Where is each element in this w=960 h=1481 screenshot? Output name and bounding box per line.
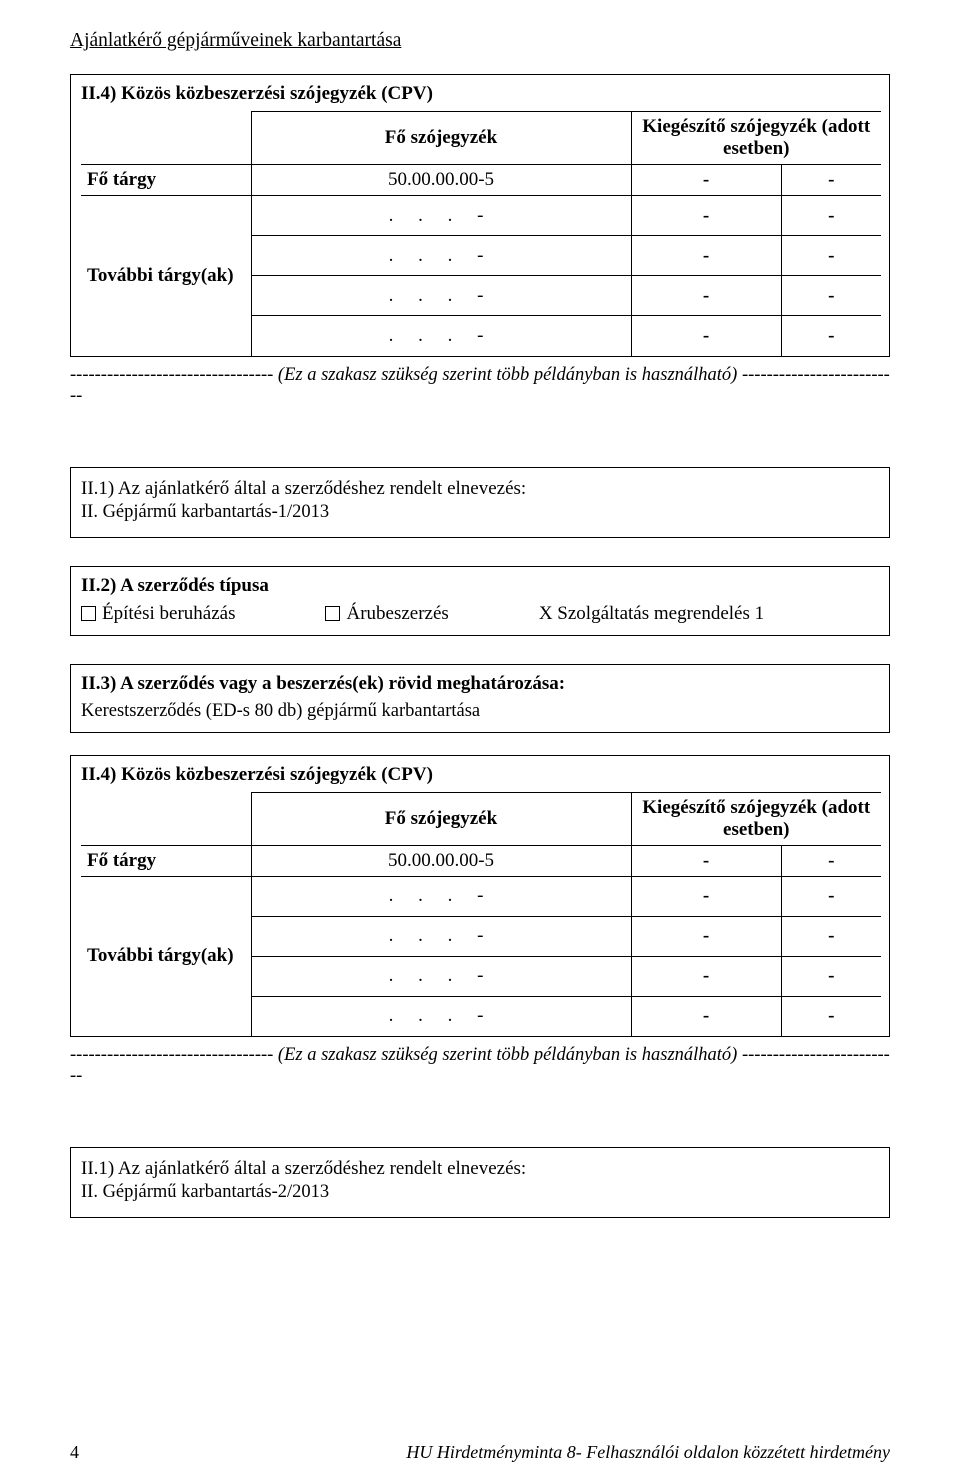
main-code: 50.00.00.00-5 bbox=[251, 165, 631, 196]
cpv-section-2: II.4) Közös közbeszerzési szójegyzék (CP… bbox=[70, 755, 890, 1038]
supp-header: Kiegészítő szójegyzék (adott esetben) bbox=[631, 792, 881, 845]
dash-cell: - bbox=[781, 876, 881, 916]
main-header: Fő szójegyzék bbox=[251, 112, 631, 165]
main-subject-label: Fő tárgy bbox=[81, 845, 251, 876]
short-desc-title: II.3) A szerződés vagy a beszerzés(ek) r… bbox=[81, 673, 879, 695]
main-subject-label: Fő tárgy bbox=[81, 165, 251, 196]
contract-name2-line2: II. Gépjármű karbantartás-2/2013 bbox=[81, 1182, 879, 1203]
cpv-table-1: Fő szójegyzék Kiegészítő szójegyzék (ado… bbox=[81, 111, 881, 356]
dash-cell: - bbox=[781, 196, 881, 236]
dots-cell: . . . - bbox=[251, 316, 631, 356]
cpv-title: II.4) Közös közbeszerzési szójegyzék (CP… bbox=[81, 83, 879, 105]
dots-cell: . . . - bbox=[251, 996, 631, 1036]
dash-cell: - bbox=[781, 276, 881, 316]
cpv-title-2: II.4) Közös közbeszerzési szójegyzék (CP… bbox=[81, 764, 879, 786]
separator-note-1: --------------------------------- (Ez a … bbox=[70, 365, 890, 407]
contract-type-title: II.2) A szerződés típusa bbox=[81, 575, 879, 597]
dash-cell: - bbox=[631, 845, 781, 876]
supp-header: Kiegészítő szójegyzék (adott esetben) bbox=[631, 112, 881, 165]
dash-cell: - bbox=[781, 316, 881, 356]
dots-cell: . . . - bbox=[251, 236, 631, 276]
dots-cell: . . . - bbox=[251, 876, 631, 916]
contract-name-1: II.1) Az ajánlatkérő által a szerződéshe… bbox=[70, 467, 890, 538]
footer-right: HU Hirdetményminta 8- Felhasználói oldal… bbox=[406, 1442, 890, 1463]
opt-construction: Építési beruházás bbox=[81, 603, 235, 625]
dash-cell: - bbox=[631, 916, 781, 956]
dash-cell: - bbox=[781, 996, 881, 1036]
page-number: 4 bbox=[70, 1442, 79, 1463]
short-desc-box: II.3) A szerződés vagy a beszerzés(ek) r… bbox=[70, 664, 890, 733]
dash-cell: - bbox=[631, 165, 781, 196]
dash-cell: - bbox=[631, 956, 781, 996]
cpv-table-2: Fő szójegyzék Kiegészítő szójegyzék (ado… bbox=[81, 792, 881, 1037]
cpv-section-1: II.4) Közös közbeszerzési szójegyzék (CP… bbox=[70, 74, 890, 357]
main-code: 50.00.00.00-5 bbox=[251, 845, 631, 876]
contract-name-line2: II. Gépjármű karbantartás-1/2013 bbox=[81, 502, 879, 523]
more-subjects-label: További tárgy(ak) bbox=[81, 876, 251, 1036]
more-subjects-label: További tárgy(ak) bbox=[81, 196, 251, 356]
footer: 4 HU Hirdetményminta 8- Felhasználói old… bbox=[70, 1442, 890, 1463]
page-title: Ajánlatkérő gépjárműveinek karbantartása bbox=[70, 30, 890, 52]
dash-cell: - bbox=[631, 996, 781, 1036]
checkbox-icon bbox=[325, 606, 340, 621]
contract-name-line1: II.1) Az ajánlatkérő által a szerződéshe… bbox=[81, 478, 879, 500]
separator-note-2: --------------------------------- (Ez a … bbox=[70, 1045, 890, 1087]
short-desc-body: Kerestszerződés (ED-s 80 db) gépjármű ka… bbox=[81, 701, 879, 722]
opt-goods-label: Árubeszerzés bbox=[346, 603, 448, 624]
dash-cell: - bbox=[631, 236, 781, 276]
dots-cell: . . . - bbox=[251, 956, 631, 996]
dash-cell: - bbox=[781, 916, 881, 956]
dots-cell: . . . - bbox=[251, 276, 631, 316]
dots-cell: . . . - bbox=[251, 916, 631, 956]
dash-cell: - bbox=[781, 845, 881, 876]
dash-cell: - bbox=[631, 276, 781, 316]
opt-goods: Árubeszerzés bbox=[325, 603, 448, 625]
dash-cell: - bbox=[631, 196, 781, 236]
opt-service: X Szolgáltatás megrendelés 1 bbox=[539, 603, 764, 625]
opt-construction-label: Építési beruházás bbox=[102, 603, 235, 624]
dash-cell: - bbox=[631, 316, 781, 356]
contract-name2-line1: II.1) Az ajánlatkérő által a szerződéshe… bbox=[81, 1158, 879, 1180]
dash-cell: - bbox=[781, 956, 881, 996]
main-header: Fő szójegyzék bbox=[251, 792, 631, 845]
dash-cell: - bbox=[631, 876, 781, 916]
contract-name-2: II.1) Az ajánlatkérő által a szerződéshe… bbox=[70, 1147, 890, 1218]
dash-cell: - bbox=[781, 165, 881, 196]
dots-cell: . . . - bbox=[251, 196, 631, 236]
dash-cell: - bbox=[781, 236, 881, 276]
checkbox-icon bbox=[81, 606, 96, 621]
contract-type-box: II.2) A szerződés típusa Építési beruház… bbox=[70, 566, 890, 636]
